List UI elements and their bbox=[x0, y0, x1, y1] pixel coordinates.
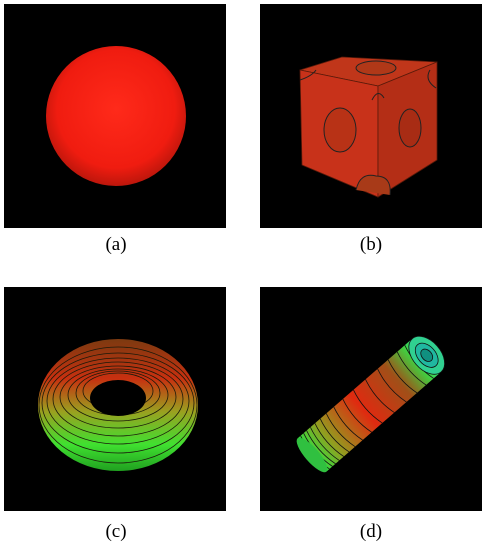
contour bbox=[356, 61, 396, 75]
contour bbox=[399, 109, 421, 147]
caption: (c) bbox=[105, 521, 126, 542]
sphere bbox=[46, 46, 186, 186]
caption: (d) bbox=[360, 521, 382, 542]
caption: (a) bbox=[105, 234, 126, 255]
panel-b bbox=[260, 4, 482, 228]
page: {"figure": {"panels": [ {"caption": "(a)… bbox=[0, 0, 482, 548]
panel-a bbox=[4, 4, 226, 228]
panel-d bbox=[260, 287, 482, 511]
torus-hole bbox=[90, 380, 146, 416]
body: (a) (b) (c) bbox=[0, 0, 482, 548]
figure: (a) (b) (c) bbox=[0, 0, 482, 548]
panel-c bbox=[4, 287, 226, 511]
contour bbox=[324, 108, 356, 152]
caption: (b) bbox=[360, 234, 382, 255]
